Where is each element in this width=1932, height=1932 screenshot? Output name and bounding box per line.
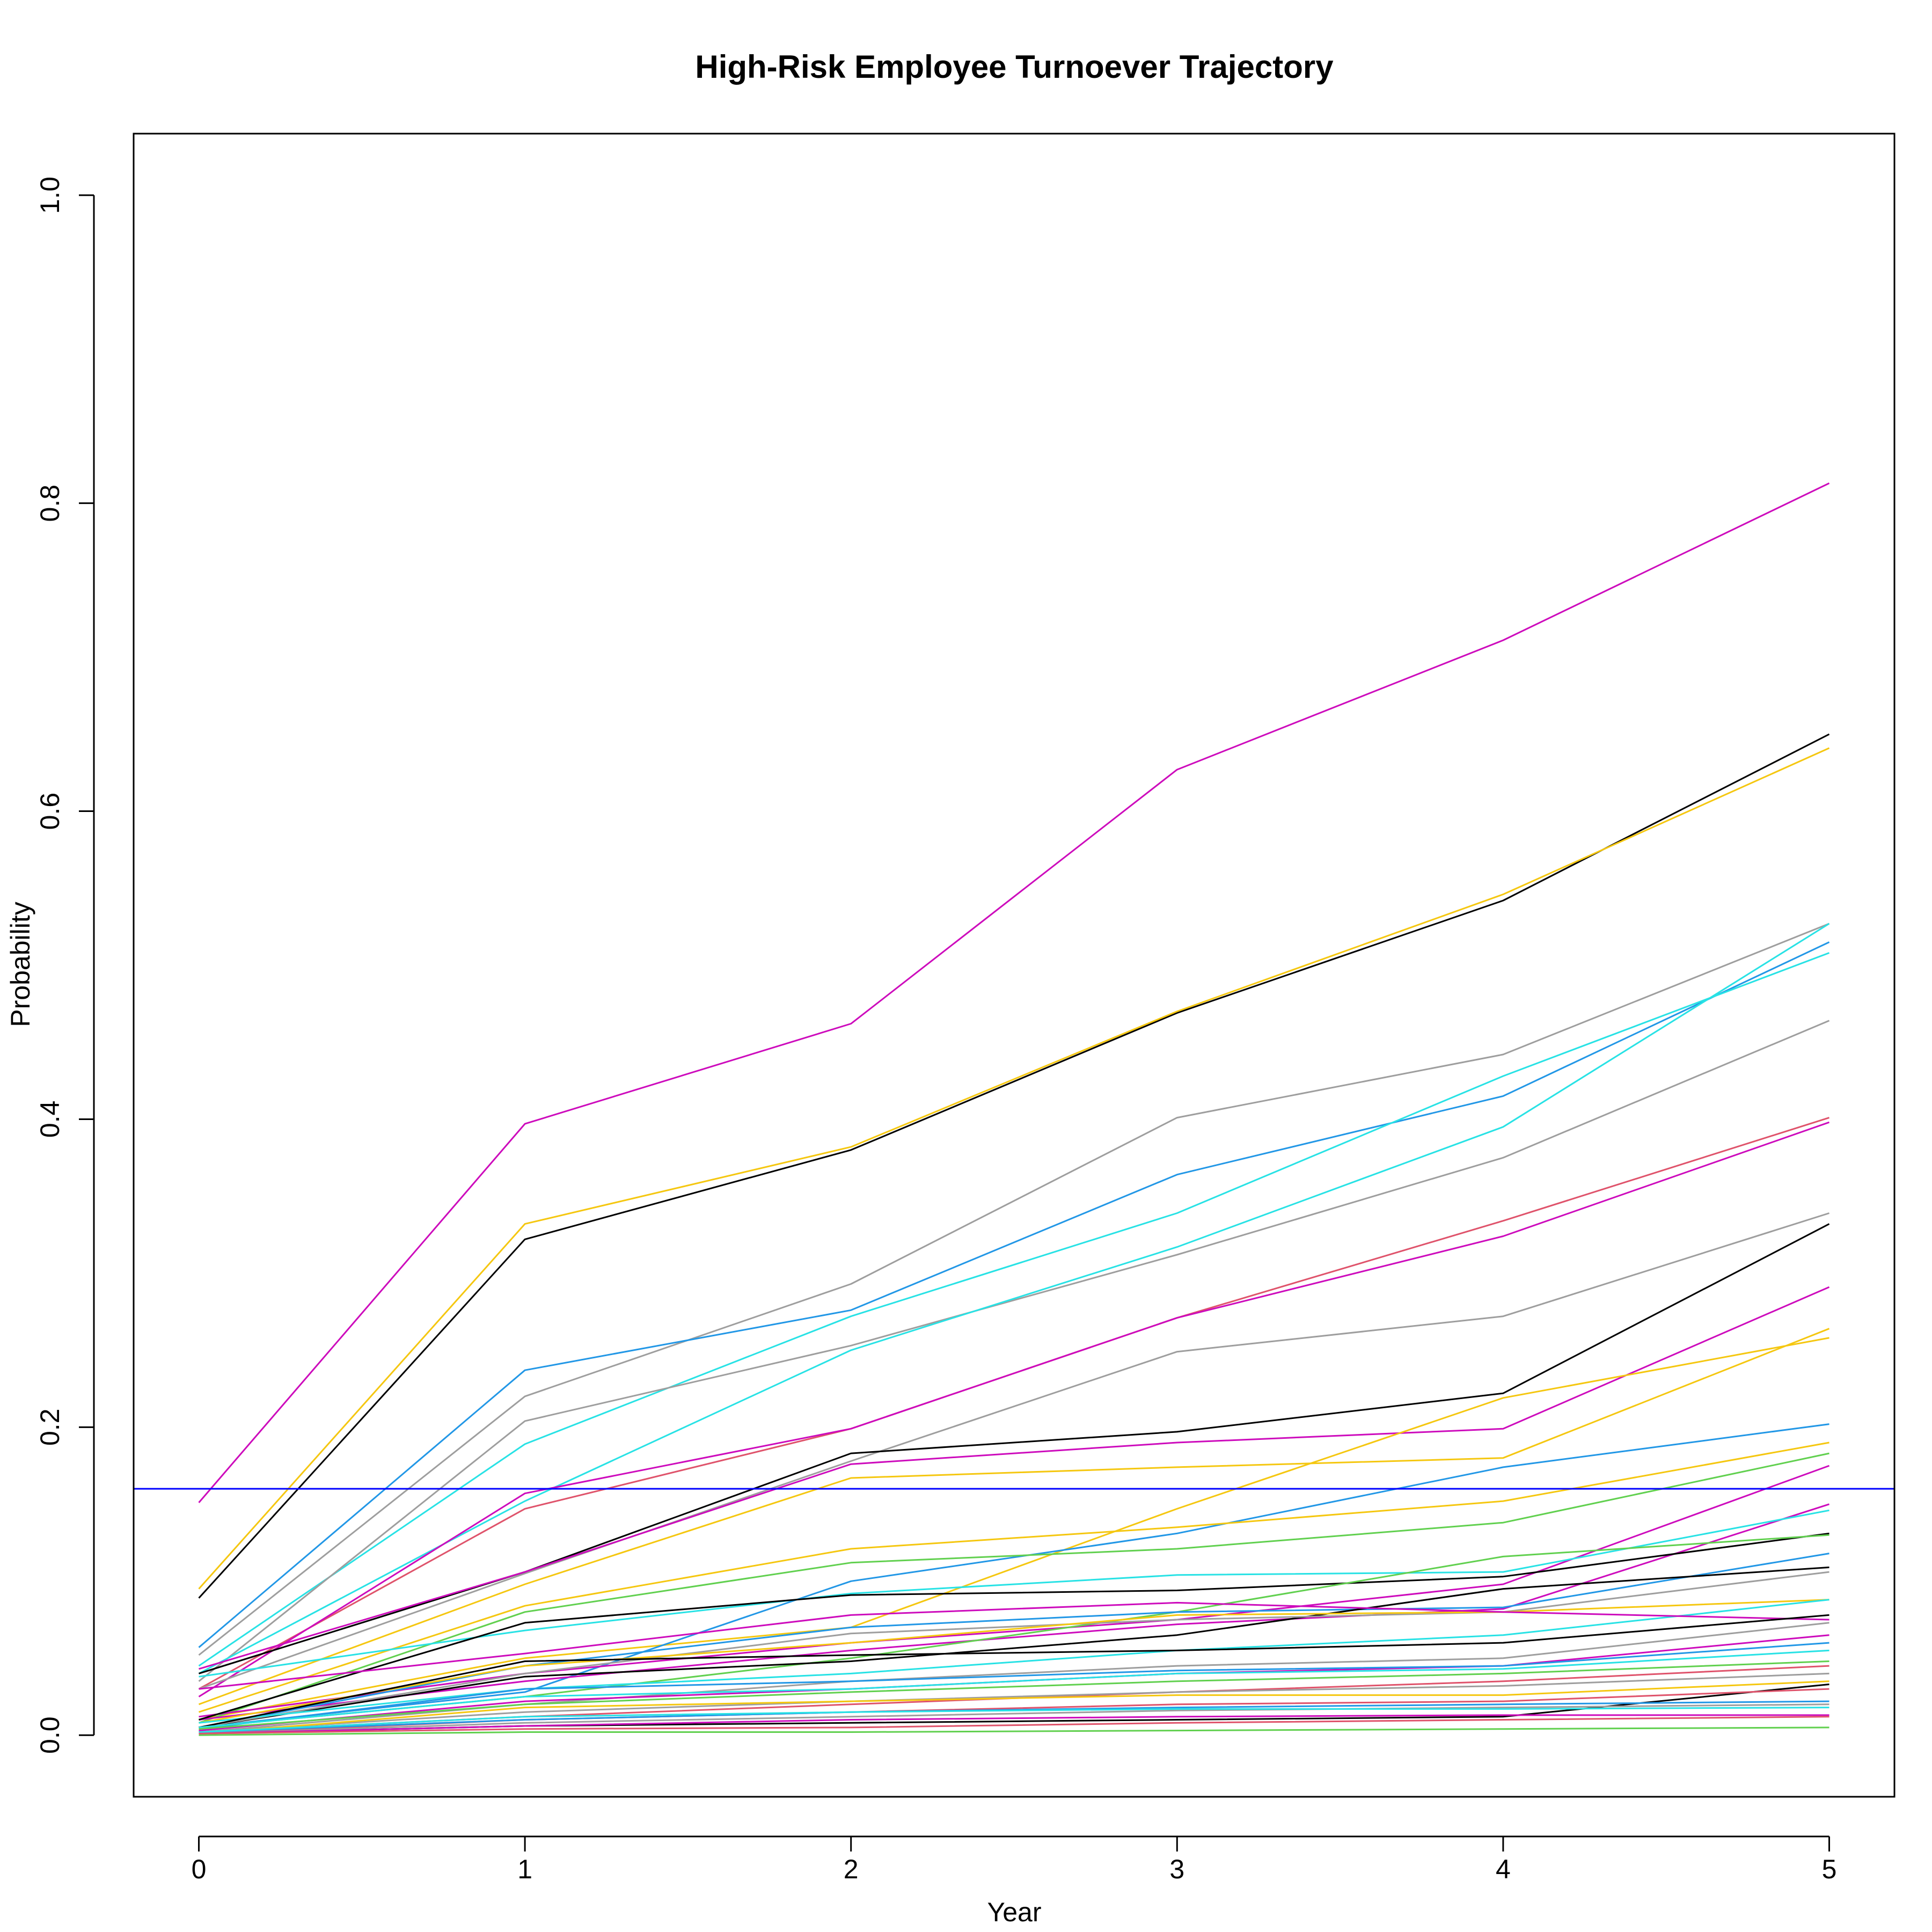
series-line-4 bbox=[198, 923, 1830, 1656]
series-line-11 bbox=[198, 1212, 1829, 1690]
series-line-1 bbox=[198, 482, 1830, 1503]
series-line-20 bbox=[199, 1503, 1829, 1721]
plot-frame bbox=[133, 133, 1896, 1798]
series-line-37 bbox=[199, 1672, 1829, 1733]
y-tick-label: 0.2 bbox=[35, 1409, 65, 1446]
series-line-44 bbox=[199, 1714, 1829, 1735]
y-axis-label: Probability bbox=[5, 902, 35, 1027]
series-line-13 bbox=[199, 1286, 1830, 1670]
series-line-28 bbox=[199, 1599, 1829, 1724]
series-line-27 bbox=[199, 1599, 1829, 1724]
series-line-7 bbox=[198, 1020, 1830, 1682]
y-tick-label: 0.6 bbox=[35, 793, 65, 830]
series-line-34 bbox=[199, 1649, 1829, 1729]
series-line-35 bbox=[199, 1660, 1829, 1730]
series-line-22 bbox=[199, 1532, 1829, 1721]
x-tick-label: 0 bbox=[192, 1854, 207, 1884]
x-axis-label: Year bbox=[987, 1897, 1041, 1927]
series-line-30 bbox=[199, 1614, 1829, 1729]
y-tick-label: 0.4 bbox=[35, 1101, 65, 1138]
plot-lines bbox=[198, 482, 1830, 1736]
series-line-15 bbox=[199, 1337, 1829, 1721]
chart-title: High-Risk Employee Turnoever Trajectory bbox=[695, 49, 1334, 85]
series-line-46 bbox=[199, 1726, 1829, 1736]
y-axis: 0.0 0.2 0.4 0.6 0.8 1.0 bbox=[35, 177, 95, 1754]
series-line-26 bbox=[199, 1571, 1829, 1729]
series-line-8 bbox=[198, 923, 1830, 1674]
x-tick-label: 1 bbox=[517, 1854, 532, 1884]
series-line-2 bbox=[198, 733, 1830, 1599]
series-line-10 bbox=[198, 1121, 1829, 1697]
series-line-38 bbox=[199, 1680, 1829, 1735]
series-line-16 bbox=[199, 1423, 1829, 1729]
series-line-17 bbox=[199, 1441, 1829, 1713]
series-line-14 bbox=[198, 1328, 1830, 1706]
x-tick-label: 3 bbox=[1169, 1854, 1184, 1884]
series-line-29 bbox=[199, 1601, 1829, 1690]
series-line-42 bbox=[199, 1703, 1829, 1735]
x-tick-label: 5 bbox=[1822, 1854, 1837, 1884]
series-line-45 bbox=[199, 1716, 1829, 1735]
series-line-19 bbox=[199, 1465, 1830, 1718]
y-tick-label: 1.0 bbox=[35, 177, 65, 214]
series-line-25 bbox=[199, 1567, 1829, 1729]
series-line-33 bbox=[199, 1642, 1829, 1730]
x-axis: 0 1 2 3 4 5 bbox=[192, 1835, 1837, 1884]
series-line-43 bbox=[199, 1707, 1829, 1733]
x-tick-label: 2 bbox=[844, 1854, 859, 1884]
series-line-6 bbox=[198, 952, 1830, 1667]
series-line-18 bbox=[199, 1452, 1829, 1724]
x-tick-label: 4 bbox=[1496, 1854, 1511, 1884]
y-tick-label: 0.8 bbox=[35, 485, 65, 522]
series-line-5 bbox=[198, 941, 1830, 1648]
y-tick-label: 0.0 bbox=[35, 1716, 65, 1754]
series-line-3 bbox=[198, 747, 1830, 1590]
